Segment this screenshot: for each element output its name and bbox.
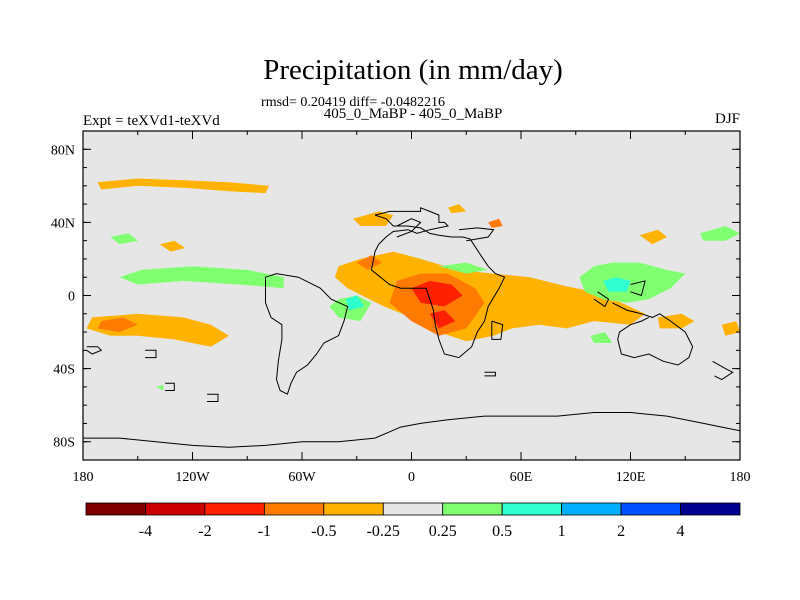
coastline [458,227,495,242]
anomaly-regions [86,178,740,391]
y-tick-label: 80N [51,143,75,158]
colorbar-label: 0.5 [492,523,512,540]
x-tick-label: 120E [616,470,646,485]
anomaly-region [97,317,138,333]
anomaly-region [356,255,383,270]
coastlines [83,207,740,448]
coastline [165,382,175,391]
axis-ticks: 180 120W 60W 0 60E 120E 180 80N 40N 0 40S 80S [51,130,751,485]
colorbar-swatch [501,502,563,516]
y-tick-label: 40N [51,216,75,231]
coastline [712,360,734,381]
coastline [491,320,504,340]
anomaly-region [429,310,456,329]
colorbar-label: 1 [558,523,566,540]
colorbar-swatch [680,502,741,516]
colorbar-label: -0.25 [367,523,400,540]
stats-line: rmsd= 0.20419 diff= -0.0482216 [261,95,445,110]
colorbar: -4 -2 -1 -0.5 -0.25 0.25 0.5 1 2 4 [85,502,741,540]
anomaly-region [579,262,686,303]
anomaly-region [97,178,270,194]
anomaly-region [156,385,164,391]
coastline [612,302,694,366]
colorbar-swatch [620,502,681,516]
anomaly-region [345,295,365,311]
x-tick-label: 60E [510,470,533,485]
colorbar-swatch [442,502,503,516]
x-tick-label: 180 [73,470,94,485]
colorbar-swatch [323,502,384,516]
colorbar-label: 0.25 [429,523,457,540]
anomaly-region [488,218,503,228]
anomaly-region [639,229,667,245]
experiment-label: Expt = teXVd1-teXVd [83,113,220,129]
season-label: DJF [714,111,740,127]
anomaly-region [334,251,646,342]
coastline [630,280,646,297]
y-tick-label: 0 [68,290,75,305]
anomaly-region [411,280,463,307]
colorbar-swatch [145,502,206,516]
anomaly-region [699,226,740,241]
coastline [207,393,219,402]
x-tick-label: 60W [288,470,316,485]
coastline [83,412,740,448]
colorbar-swatch [561,502,622,516]
colorbar-label: -2 [198,523,211,540]
anomaly-region [119,266,284,289]
anomaly-region [657,313,695,329]
coastline [484,371,496,377]
colorbar-label: 2 [617,523,625,540]
colorbar-swatch [382,502,444,516]
colorbar-label: 4 [677,523,685,540]
colorbar-swatch [85,502,146,516]
anomaly-region [448,204,467,214]
chart-subtitle: 405_0_MaBP - 405_0_MaBP [323,106,503,122]
colorbar-swatch [263,502,325,516]
anomaly-region [353,211,394,226]
colorbar-swatch [204,502,265,516]
x-tick-label: 180 [730,470,751,485]
anomaly-region [721,321,740,336]
coastline [265,273,349,395]
colorbar-label: -0.5 [311,523,336,540]
coastline [396,218,422,238]
coastline [86,346,103,355]
chart-title: Precipitation (in mm/day) [263,54,563,86]
colorbar-label: -4 [139,523,152,540]
y-tick-label: 80S [53,436,75,451]
coastline [593,291,610,308]
coastline [145,349,157,359]
anomaly-region [603,277,631,292]
colorbar-label: -1 [258,523,271,540]
y-tick-label: 40S [53,363,75,378]
anomaly-region [438,262,489,274]
anomaly-region [590,332,613,343]
x-tick-label: 0 [408,470,415,485]
coastline [370,207,506,359]
anomaly-region [110,233,138,245]
anomaly-region [159,240,186,252]
x-tick-label: 120W [175,470,210,485]
